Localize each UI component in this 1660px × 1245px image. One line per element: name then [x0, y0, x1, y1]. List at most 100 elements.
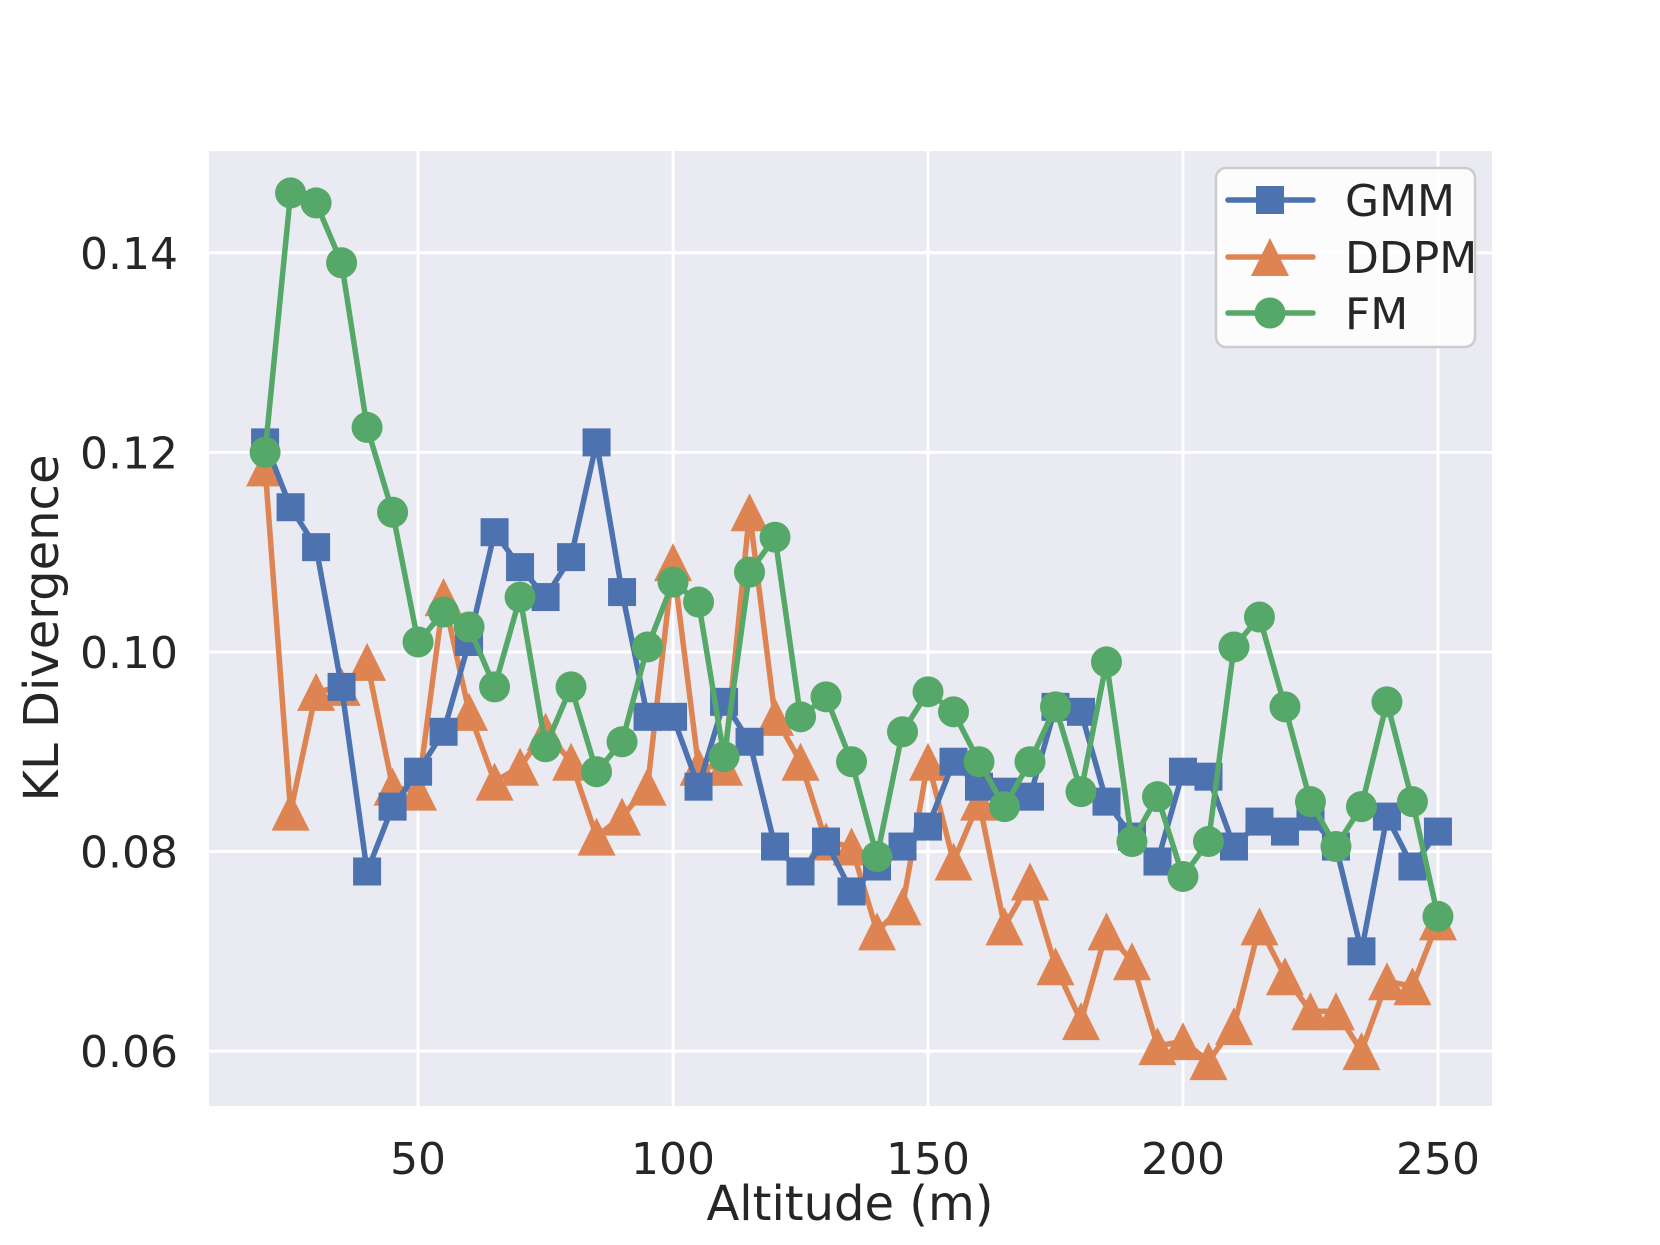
- triangle-marker: [1240, 907, 1279, 946]
- square-marker: [480, 518, 509, 547]
- triangle-marker: [756, 697, 795, 736]
- square-marker: [837, 877, 866, 906]
- triangle-marker: [450, 692, 489, 731]
- triangle-marker: [1112, 942, 1151, 981]
- y-tick-label: 0.06: [80, 1027, 178, 1078]
- square-marker: [429, 717, 458, 746]
- circle-marker: [1269, 691, 1301, 723]
- square-marker: [659, 702, 688, 731]
- circle-marker: [759, 521, 791, 553]
- square-marker: [1168, 757, 1197, 786]
- circle-marker: [377, 496, 409, 528]
- circle-marker: [632, 631, 664, 663]
- triangle-marker: [985, 907, 1024, 946]
- square-marker: [1066, 697, 1095, 726]
- series-fm: [249, 177, 1454, 932]
- circle-marker: [1039, 691, 1071, 723]
- y-tick-label: 0.14: [80, 229, 178, 280]
- square-marker: [1372, 802, 1401, 831]
- circle-marker: [887, 716, 919, 748]
- triangle-marker: [1291, 992, 1330, 1031]
- circle-marker: [581, 756, 613, 788]
- y-axis-label: KL Divergence: [14, 455, 70, 802]
- x-axis-ticks: 50 100 150 200 250: [390, 1134, 1480, 1185]
- triangle-marker: [1036, 947, 1075, 986]
- triangle-marker: [1214, 1007, 1253, 1046]
- circle-marker: [555, 671, 587, 703]
- circle-marker: [1014, 746, 1046, 778]
- triangle-marker: [1316, 992, 1355, 1031]
- triangle-marker: [501, 747, 540, 786]
- triangle-marker: [730, 493, 769, 532]
- circle-marker: [479, 671, 511, 703]
- triangle-marker: [832, 827, 871, 866]
- circle-marker: [810, 681, 842, 713]
- triangle-marker: [781, 742, 820, 781]
- x-axis-label: Altitude (m): [706, 1176, 993, 1232]
- triangle-marker: [1342, 1032, 1381, 1071]
- circle-marker: [1345, 791, 1377, 823]
- square-marker: [1270, 817, 1299, 846]
- x-tick-label: 200: [1141, 1134, 1225, 1185]
- triangle-marker: [1265, 957, 1304, 996]
- triangle-marker: [1061, 1002, 1100, 1041]
- triangle-marker: [934, 842, 973, 881]
- x-tick-label: 150: [886, 1134, 970, 1185]
- square-marker: [1219, 832, 1248, 861]
- x-tick-label: 50: [390, 1134, 446, 1185]
- circle-marker: [1167, 860, 1199, 892]
- square-marker: [1092, 787, 1121, 816]
- square-marker: [506, 553, 535, 582]
- square-marker: [633, 702, 662, 731]
- square-marker: [353, 857, 382, 886]
- circle-marker: [683, 586, 715, 618]
- square-marker: [1245, 807, 1274, 836]
- legend-circle-marker: [1254, 297, 1286, 329]
- square-marker: [812, 827, 841, 856]
- circle-marker: [1243, 601, 1275, 633]
- circle-marker: [1090, 646, 1122, 678]
- triangle-marker: [628, 767, 667, 806]
- square-marker: [276, 493, 305, 522]
- square-marker: [761, 832, 790, 861]
- x-tick-label: 250: [1396, 1134, 1480, 1185]
- triangle-marker: [399, 772, 438, 811]
- square-marker: [531, 583, 560, 612]
- circle-marker: [963, 746, 995, 778]
- square-marker: [327, 672, 356, 701]
- legend-triangle-marker: [1251, 238, 1289, 276]
- triangle-marker: [603, 797, 642, 836]
- circle-marker: [861, 841, 893, 873]
- square-marker: [1143, 847, 1172, 876]
- triangle-marker: [552, 742, 591, 781]
- circle-marker: [326, 247, 358, 279]
- circle-marker: [606, 726, 638, 758]
- legend-label: GMM: [1345, 176, 1455, 227]
- circle-marker: [836, 746, 868, 778]
- triangle-marker: [883, 887, 922, 926]
- circle-marker: [453, 611, 485, 643]
- square-marker: [735, 727, 764, 756]
- circle-marker: [657, 566, 689, 598]
- x-tick-label: 100: [631, 1134, 715, 1185]
- triangle-marker: [960, 782, 999, 821]
- square-marker: [608, 578, 637, 607]
- y-tick-label: 0.12: [80, 428, 178, 479]
- circle-marker: [989, 791, 1021, 823]
- circle-marker: [1320, 831, 1352, 863]
- series-gmm: [251, 428, 1452, 966]
- square-marker: [914, 812, 943, 841]
- circle-marker: [504, 581, 536, 613]
- square-marker: [1423, 817, 1452, 846]
- circle-marker: [1371, 686, 1403, 718]
- square-marker: [1398, 852, 1427, 881]
- triangle-marker: [475, 762, 514, 801]
- legend-item-gmm: GMM: [1225, 176, 1455, 227]
- circle-marker: [734, 556, 766, 588]
- triangle-marker: [909, 742, 948, 781]
- triangle-marker: [348, 642, 387, 681]
- triangle-marker: [1087, 912, 1126, 951]
